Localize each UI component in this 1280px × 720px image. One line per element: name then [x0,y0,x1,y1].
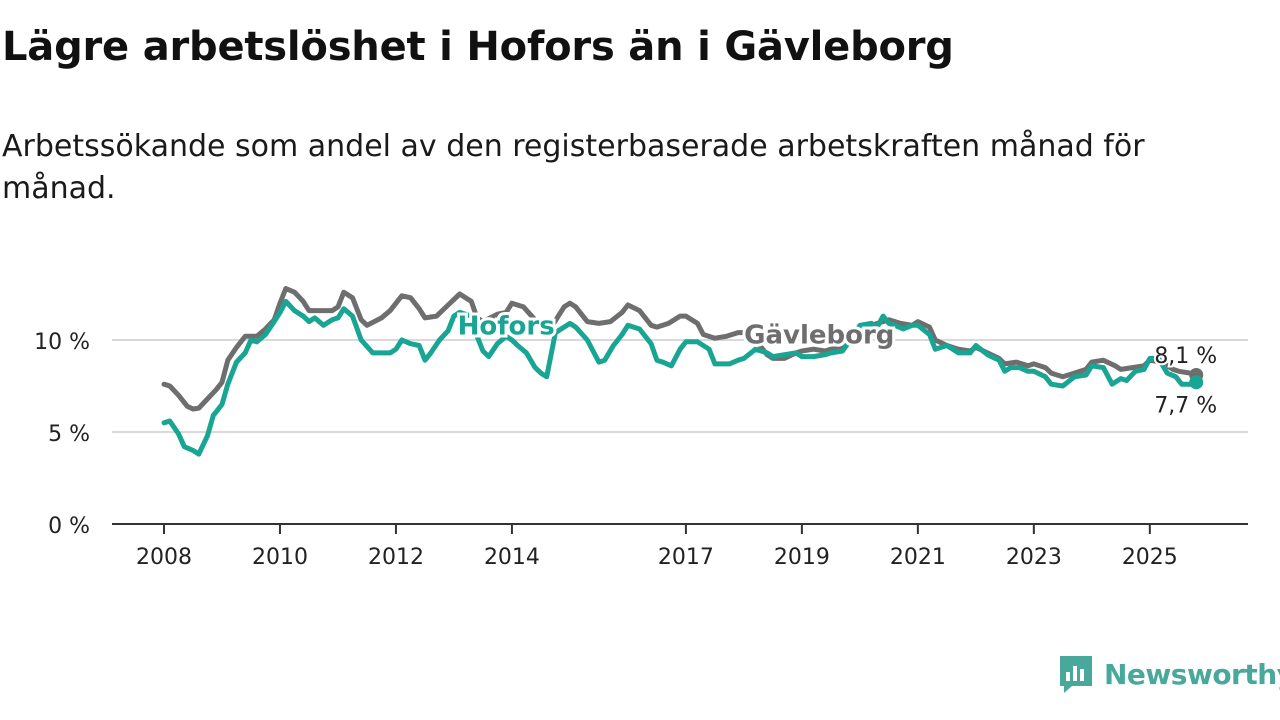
series-label: Hofors [458,311,555,341]
x-tick-label: 2021 [890,545,946,570]
chart-subtitle: Arbetssökande som andel av den registerb… [2,129,1145,206]
x-tick-label: 2019 [774,545,830,570]
x-tick-label: 2008 [136,545,192,570]
end-marker [1189,375,1204,390]
x-tick-label: 2012 [368,545,424,570]
y-tick-label: 10 % [34,330,90,355]
x-tick-label: 2023 [1006,545,1062,570]
x-tick-label: 2014 [484,545,540,570]
x-tick-label: 2010 [252,545,308,570]
series-line-hofors [161,298,1199,457]
series-line-gvleborg [161,286,1199,412]
x-tick-label: 2025 [1122,545,1178,570]
series-label: Gävleborg [744,321,894,351]
newsworthy-logo-icon [1060,656,1092,693]
end-label: 8,1 % [1154,344,1217,369]
brand-logo: Newsworthy [1058,654,1280,694]
y-tick-label: 5 % [48,422,90,447]
end-label: 7,7 % [1154,393,1217,418]
y-tick-label: 0 % [48,514,90,539]
x-tick-label: 2017 [658,545,714,570]
chart-title: Lägre arbetslöshet i Hofors än i Gävlebo… [2,24,954,70]
brand-name: Newsworthy [1104,657,1280,691]
